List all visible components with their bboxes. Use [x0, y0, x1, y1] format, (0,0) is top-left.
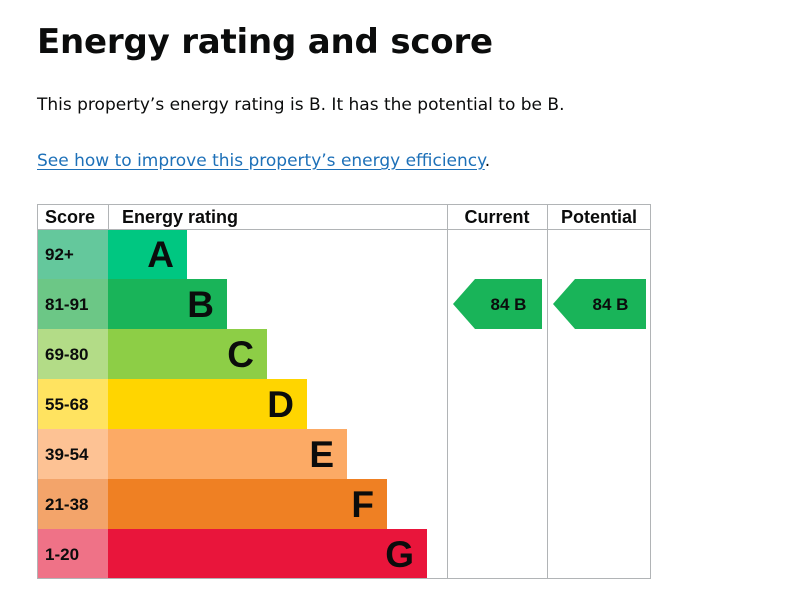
rating-bar-f [108, 479, 387, 529]
score-cell-a [37, 229, 108, 279]
score-cell-f [37, 479, 108, 529]
rating-bar-a [108, 229, 187, 279]
score-cell-e [37, 429, 108, 479]
score-range-f: 21-38 [45, 495, 88, 514]
current-rating-label: 84 B [491, 295, 527, 314]
score-range-d: 55-68 [45, 395, 88, 414]
header-current: Current [464, 207, 529, 227]
score-cell-b [37, 279, 108, 329]
score-range-c: 69-80 [45, 345, 88, 364]
current-arrow [453, 279, 542, 329]
rating-bar-e [108, 429, 347, 479]
rating-letter-f: F [351, 484, 374, 525]
page-title: Energy rating and score [37, 22, 493, 62]
rating-letter-b: B [187, 284, 214, 325]
rating-letter-g: G [385, 534, 414, 575]
potential-rating-label: 84 B [593, 295, 629, 314]
score-range-b: 81-91 [45, 295, 88, 314]
rating-bar-g [108, 529, 427, 579]
rating-bar-b [108, 279, 227, 329]
score-range-e: 39-54 [45, 445, 89, 464]
potential-arrow [553, 279, 646, 329]
rating-bar-d [108, 379, 307, 429]
improve-efficiency-link[interactable]: See how to improve this property’s energ… [37, 151, 485, 171]
score-cell-d [37, 379, 108, 429]
header-energy-rating: Energy rating [122, 207, 238, 227]
header-score: Score [45, 207, 95, 227]
score-cell-g [37, 529, 108, 579]
rating-letter-c: C [227, 334, 254, 375]
score-range-g: 1-20 [45, 545, 79, 564]
header-potential: Potential [561, 207, 637, 227]
score-range-a: 92+ [45, 245, 74, 264]
rating-letter-d: D [267, 384, 294, 425]
score-cell-c [37, 329, 108, 379]
link-suffix: . [484, 151, 491, 171]
rating-letter-a: A [147, 234, 174, 275]
chart-border [37, 204, 651, 579]
rating-letter-e: E [309, 434, 334, 475]
rating-summary: This property’s energy rating is B. It h… [37, 95, 565, 115]
rating-bar-c [108, 329, 267, 379]
improve-link-line: See how to improve this property’s energ… [37, 151, 490, 171]
